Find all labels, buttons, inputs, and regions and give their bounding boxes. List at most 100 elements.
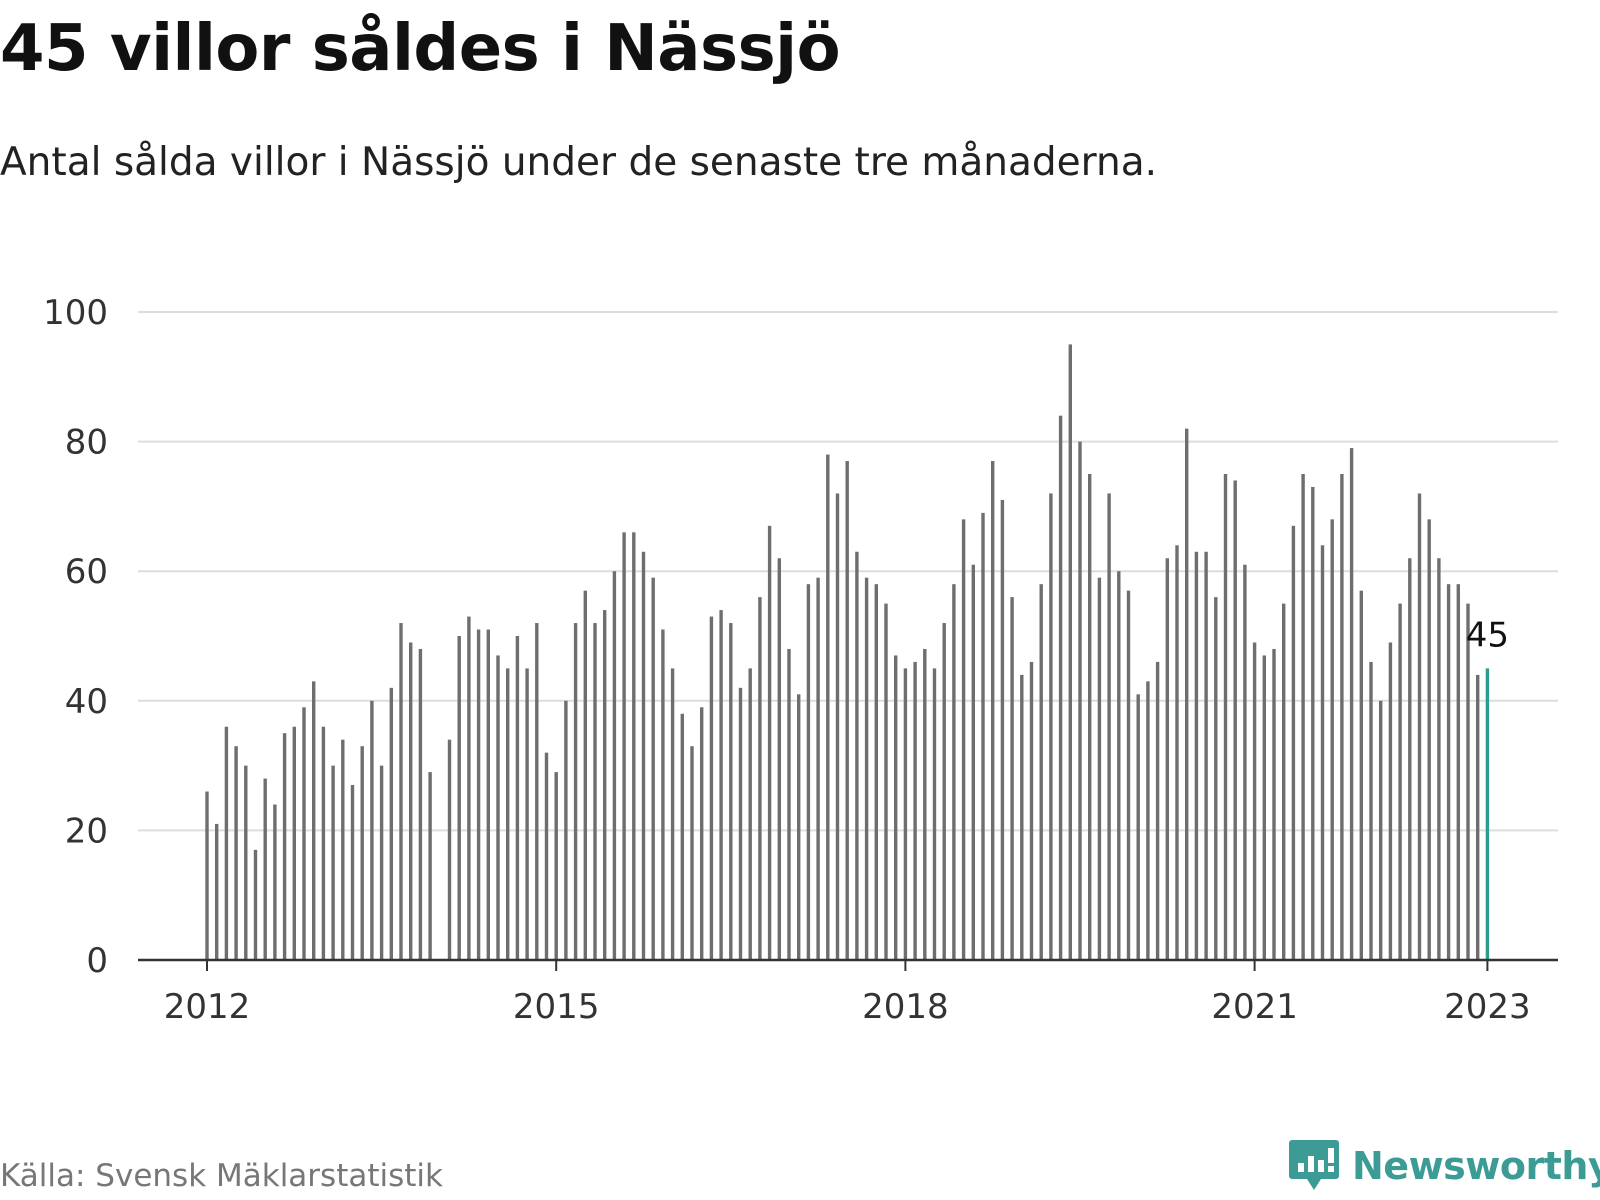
bar (1379, 700, 1383, 960)
bar (942, 623, 946, 960)
bar (622, 532, 626, 960)
bar (409, 642, 413, 960)
bar (263, 778, 267, 960)
bar (641, 551, 646, 960)
bar (525, 668, 529, 960)
bar (1068, 344, 1072, 960)
bar (399, 623, 403, 960)
bar (253, 849, 258, 960)
bar (1408, 558, 1412, 960)
bar (1398, 603, 1402, 960)
bar (1107, 493, 1111, 960)
bar (1155, 661, 1160, 960)
highlight-value-label: 45 (1466, 615, 1509, 655)
x-tick-label: 2012 (164, 987, 251, 1027)
bar (709, 616, 714, 960)
bar (1223, 474, 1228, 960)
bar (1340, 474, 1344, 960)
bar (486, 629, 490, 960)
bar (1204, 551, 1208, 960)
bar (1466, 603, 1470, 960)
bar (1136, 694, 1140, 960)
bar-chart: 0 20 40 60 80 100 2012 2015 2018 2021 2023 45 (43, 293, 1558, 1027)
x-tick-label: 2021 (1211, 987, 1298, 1027)
bar (205, 791, 209, 960)
bar (913, 661, 917, 960)
bar (1175, 545, 1179, 960)
bar (467, 616, 471, 960)
bar (1020, 674, 1024, 960)
x-tick-label: 2018 (862, 987, 949, 1027)
bar (758, 597, 762, 960)
bar (1456, 584, 1460, 960)
bar (894, 655, 898, 960)
bar (612, 571, 617, 960)
bar (700, 707, 704, 960)
bar (670, 668, 675, 960)
bar (244, 765, 248, 960)
bar (1097, 577, 1102, 960)
bar (1078, 441, 1082, 961)
bar (1359, 590, 1363, 960)
bar (845, 461, 849, 960)
bar (273, 804, 277, 960)
bar (1194, 551, 1199, 960)
y-tick-label: 40 (65, 682, 108, 722)
bar (1010, 597, 1014, 960)
bar (1029, 661, 1034, 960)
bar (1088, 474, 1092, 960)
x-axis-ticks: 2012 2015 2018 2021 2023 (164, 960, 1531, 1027)
y-tick-label: 20 (65, 811, 108, 851)
bar (224, 726, 229, 960)
page-title: 45 villor såldes i Nässjö (0, 12, 841, 86)
bar (1301, 474, 1305, 960)
bar (1185, 428, 1189, 960)
bar (418, 648, 423, 960)
bar (302, 707, 306, 960)
bar (632, 532, 636, 960)
bar (797, 694, 801, 960)
bar (1330, 519, 1334, 960)
bar (923, 648, 927, 960)
bar (379, 765, 384, 960)
bar (932, 668, 937, 960)
bar (428, 772, 432, 960)
bar (1417, 493, 1422, 960)
bar (282, 733, 287, 960)
bar (447, 739, 452, 960)
bar (991, 461, 995, 960)
bar (1349, 448, 1354, 960)
bar (767, 525, 772, 960)
bar (777, 558, 781, 960)
bar (583, 590, 587, 960)
page-subtitle: Antal sålda villor i Nässjö under de sen… (0, 140, 1158, 185)
bar (1427, 519, 1431, 960)
bar (554, 772, 558, 960)
bar (729, 623, 733, 960)
bar (1058, 415, 1063, 960)
bar (1262, 655, 1266, 960)
bar (1291, 525, 1296, 960)
x-tick-label: 2015 (513, 987, 600, 1027)
bar (1049, 493, 1053, 960)
bar (884, 603, 888, 960)
bar (573, 623, 578, 960)
bar (1369, 661, 1373, 960)
bar (1320, 545, 1325, 960)
bar (331, 765, 335, 960)
bar (350, 785, 355, 960)
bar (651, 577, 655, 960)
bar (564, 700, 568, 960)
x-tick-label: 2023 (1444, 987, 1531, 1027)
bar (476, 629, 481, 960)
bar (515, 636, 520, 960)
bar (816, 577, 820, 960)
bar (535, 623, 539, 960)
bar (215, 823, 219, 960)
bar (1117, 571, 1121, 960)
bar (738, 687, 743, 960)
bar (971, 564, 975, 960)
bar (680, 713, 684, 960)
bar (360, 746, 364, 960)
bar (312, 681, 316, 960)
